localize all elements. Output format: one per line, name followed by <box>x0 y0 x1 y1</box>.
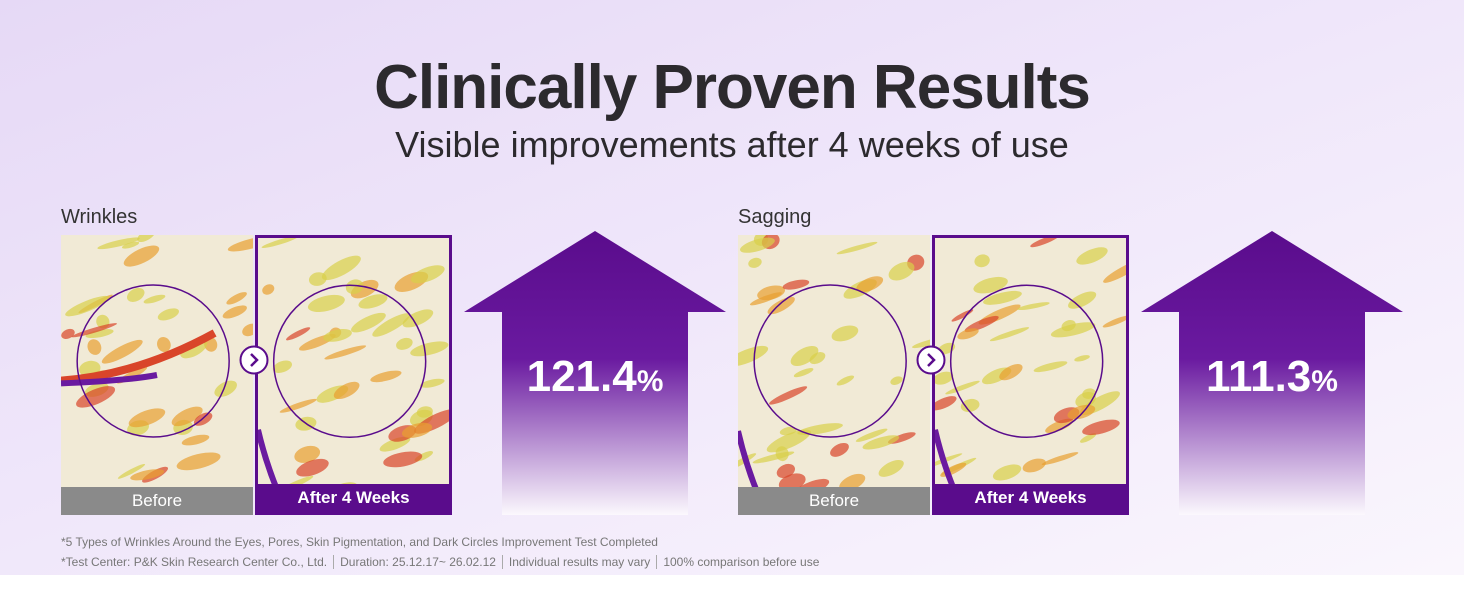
result-value: 111.3% <box>1141 352 1403 402</box>
skin-image <box>61 235 253 515</box>
skin-image <box>258 238 449 512</box>
value-unit: % <box>1311 365 1338 398</box>
before-image: Before <box>61 235 253 515</box>
title: Clinically Proven Results <box>374 53 1091 122</box>
before-caption: Before <box>738 487 930 515</box>
footnote-item: Duration: 25.12.17~ 26.02.12 <box>333 555 502 569</box>
result-value: 121.4% <box>464 352 726 402</box>
footnote-item: *Test Center: P&K Skin Research Center C… <box>61 555 328 569</box>
footnote: *5 Types of Wrinkles Around the Eyes, Po… <box>61 535 658 549</box>
after-caption: After 4 Weeks <box>935 484 1126 512</box>
before-image: Before <box>738 235 930 515</box>
footnote: *Test Center: P&K Skin Research Center C… <box>61 555 826 569</box>
up-arrow <box>464 231 726 515</box>
arrow-icon <box>916 345 946 375</box>
arrow-icon <box>239 345 269 375</box>
footnote-item: 100% comparison before use <box>656 555 826 569</box>
after-image: After 4 Weeks <box>255 235 452 515</box>
panel-label: Wrinkles <box>61 206 138 228</box>
up-arrow <box>1141 231 1403 515</box>
before-caption: Before <box>61 487 253 515</box>
after-image: After 4 Weeks <box>932 235 1129 515</box>
value-unit: % <box>636 365 664 398</box>
panel-label: Sagging <box>738 206 812 228</box>
value-number: 121.4 <box>526 352 637 401</box>
footnote-item: Individual results may vary <box>501 555 657 569</box>
after-caption: After 4 Weeks <box>258 484 449 512</box>
skin-image <box>738 235 930 515</box>
skin-image <box>935 238 1126 512</box>
subtitle: Visible improvements after 4 weeks of us… <box>395 124 1069 165</box>
value-number: 111.3 <box>1206 352 1312 401</box>
